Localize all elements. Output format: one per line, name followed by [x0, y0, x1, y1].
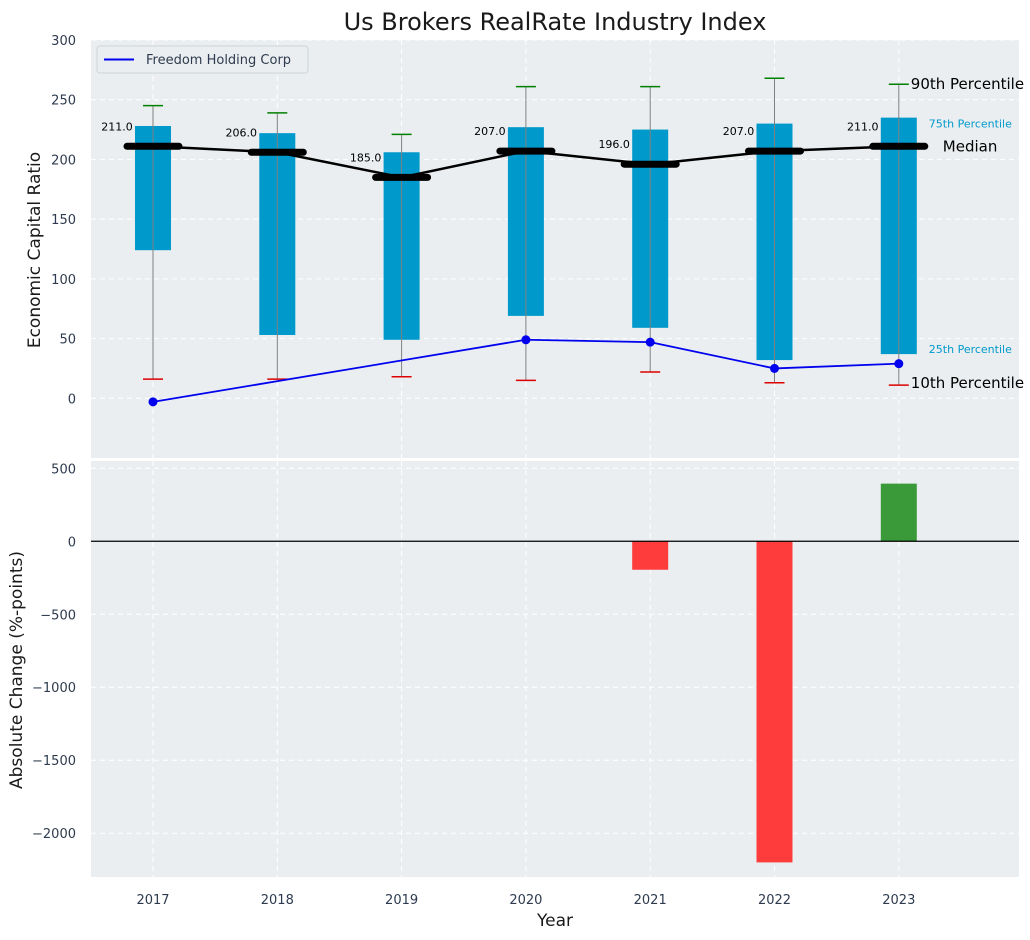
x-tick-label: 2023	[882, 893, 915, 908]
annotation-p25: 25th Percentile	[929, 343, 1012, 356]
change-bar	[880, 483, 917, 542]
bottom-panel: −2000 −1500 −1000 −500 0 500 2017 2018 2019 2020 2…	[32, 461, 1019, 908]
company-point	[521, 335, 531, 345]
median-value-label: 206.0	[226, 126, 258, 139]
company-point	[894, 359, 904, 369]
y-tick-label: 250	[51, 94, 76, 109]
y-tick-label: 0	[68, 535, 76, 550]
legend-entry: Freedom Holding Corp	[146, 53, 291, 68]
y-tick-label: 100	[51, 273, 76, 288]
annotation-p75: 75th Percentile	[929, 118, 1012, 131]
legend: Freedom Holding Corp	[96, 45, 309, 74]
y-tick-label: 200	[51, 153, 76, 168]
median-value-label: 207.0	[723, 125, 755, 138]
x-tick-label: 2022	[758, 893, 791, 908]
x-tick-label: 2021	[634, 893, 667, 908]
x-tick-label: 2020	[509, 893, 542, 908]
y-tick-label: −1000	[32, 681, 76, 696]
median-value-label: 211.0	[101, 120, 133, 133]
company-point	[148, 397, 158, 407]
chart-title: Us Brokers RealRate Industry Index	[344, 8, 767, 36]
annotation-p90: 90th Percentile	[911, 75, 1024, 93]
x-axis-label: Year	[536, 911, 573, 931]
company-point	[645, 337, 655, 347]
y-tick-label: −2000	[32, 827, 76, 842]
annotation-p10: 10th Percentile	[911, 374, 1024, 392]
legend-box	[96, 45, 309, 74]
bottom-plot-area	[91, 461, 1019, 877]
y-tick-label: −500	[40, 608, 76, 623]
y-tick-label: 150	[51, 213, 76, 228]
y-tick-label: 0	[68, 392, 76, 407]
median-value-label: 211.0	[847, 120, 879, 133]
x-tick-label: 2019	[385, 893, 418, 908]
change-bar	[632, 541, 669, 570]
top-plot-area	[91, 40, 1019, 458]
y-axis-label-top: Economic Capital Ratio	[25, 152, 45, 348]
y-axis-label-bottom: Absolute Change (%-points)	[7, 551, 27, 789]
median-value-label: 207.0	[474, 125, 506, 138]
median-value-label: 185.0	[350, 151, 382, 164]
y-tick-label: 300	[51, 34, 76, 49]
median-value-label: 196.0	[598, 138, 630, 151]
x-tick-label: 2017	[136, 893, 169, 908]
annotation-median: Median	[943, 137, 998, 155]
top-panel: 0 50 100 150 200 250 300 211.0 206.0 185.0 207.0 19…	[51, 34, 1024, 458]
y-tick-label: 50	[59, 333, 76, 348]
y-tick-label: 500	[51, 462, 76, 477]
company-point	[770, 363, 779, 373]
y-tick-label: −1500	[32, 754, 76, 769]
x-tick-label: 2018	[261, 893, 294, 908]
change-bar	[756, 541, 793, 863]
